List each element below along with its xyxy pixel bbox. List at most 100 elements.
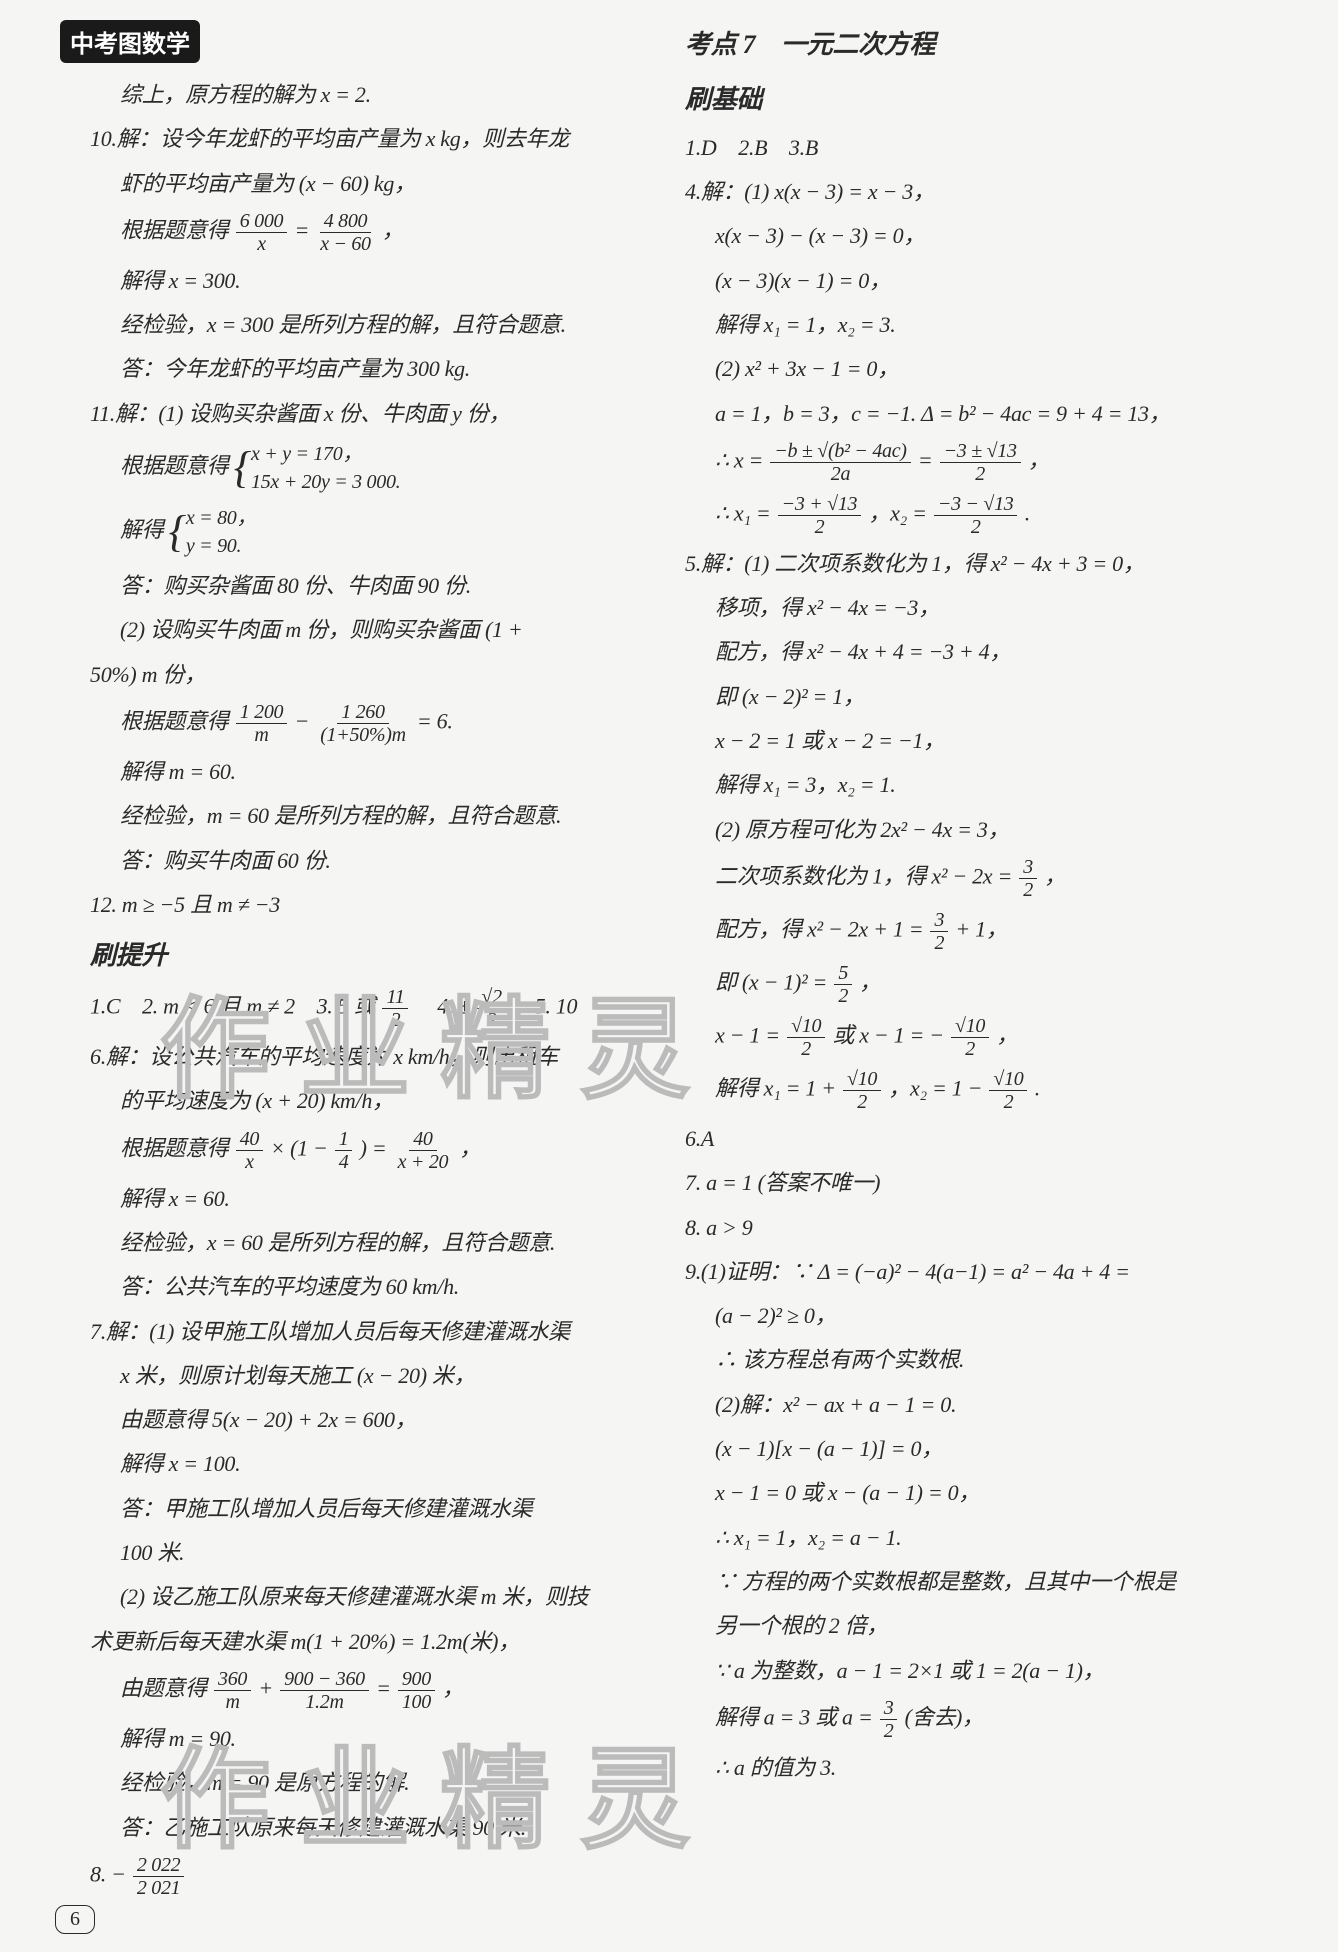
text-line: 即 (x − 1)² = 52 ， — [685, 962, 1290, 1007]
text: . — [1025, 500, 1030, 525]
text: 根据题意得 — [120, 709, 229, 734]
fraction: −3 + √132 — [778, 493, 862, 538]
fraction: 900 − 3601.2m — [280, 1668, 369, 1713]
text: 5. 10 — [513, 994, 577, 1019]
text-line: ∵ a 为整数，a − 1 = 2×1 或 1 = 2(a − 1)， — [685, 1653, 1290, 1689]
text: 即 (x − 1)² = — [715, 969, 832, 994]
text-line: 9.(1)证明：∵ Δ = (−a)² − 4(a−1) = a² − 4a +… — [685, 1254, 1290, 1290]
text: = 6. — [417, 709, 453, 734]
section-title: 考点 7 一元二次方程 — [685, 24, 1290, 67]
text-line: 解得 {x = 80，y = 90. — [60, 504, 665, 560]
fraction: 4 800x − 60 — [316, 210, 375, 255]
text-line: 4.解：(1) x(x − 3) = x − 3， — [685, 174, 1290, 210]
text-line: ∵ 方程的两个实数根都是整数，且其中一个根是 — [685, 1564, 1290, 1600]
text-line: 答：购买杂酱面 80 份、牛肉面 90 份. — [60, 568, 665, 604]
text-line: 答：今年龙虾的平均亩产量为 300 kg. — [60, 351, 665, 387]
fraction: 14 — [335, 1128, 353, 1173]
text: ∴ x₁ = — [715, 500, 776, 525]
text: 1.C 2. m < 6 且 m ≠ 2 3. 5 或 — [90, 994, 380, 1019]
text-line: ∴ 该方程总有两个实数根. — [685, 1342, 1290, 1378]
text-line: 1.C 2. m < 6 且 m ≠ 2 3. 5 或 112 4. ± √22… — [60, 986, 665, 1031]
fraction: √102 — [843, 1068, 881, 1113]
fraction: √102 — [787, 1015, 825, 1060]
text-line: ∴ x₁ = 1，x₂ = a − 1. — [685, 1520, 1290, 1556]
text: 4. ± — [416, 994, 476, 1019]
fraction: 32 — [880, 1697, 898, 1742]
text: = — [376, 1675, 396, 1700]
text-line: 经检验，m = 90 是原方程的解. — [60, 1765, 665, 1801]
text: ， — [1028, 447, 1050, 472]
text-line: 根据题意得 {x + y = 170，15x + 20y = 3 000. — [60, 440, 665, 496]
text: ， — [1044, 863, 1066, 888]
text: ， — [382, 217, 404, 242]
fraction: 32 — [1019, 856, 1037, 901]
text: × (1 − — [270, 1135, 332, 1160]
text-line: (2) 设乙施工队原来每天修建灌溉水渠 m 米，则技 — [60, 1579, 665, 1615]
text-line: 经检验，m = 60 是所列方程的解，且符合题意. — [60, 798, 665, 834]
text: (舍去)， — [905, 1704, 984, 1729]
text-line: 配方，得 x² − 2x + 1 = 32 + 1， — [685, 909, 1290, 954]
text-line: (2) x² + 3x − 1 = 0， — [685, 351, 1290, 387]
text-line: 解得 x₁ = 1 + √102 ，x₂ = 1 − √102 . — [685, 1068, 1290, 1113]
text: 解得 x₁ = 1 + — [715, 1075, 841, 1100]
text-line: 解得 x₁ = 1，x₂ = 3. — [685, 307, 1290, 343]
text: . — [1035, 1075, 1040, 1100]
text-line: 解得 x = 300. — [60, 263, 665, 299]
text-line: x 米，则原计划每天施工 (x − 20) 米， — [60, 1358, 665, 1394]
text: ， — [996, 1022, 1018, 1047]
text-line: 根据题意得 6 000x = 4 800x − 60 ， — [60, 210, 665, 255]
text-line: 100 米. — [60, 1535, 665, 1571]
text: = — [918, 447, 938, 472]
right-column: 考点 7 一元二次方程 刷基础 1.D 2.B 3.B 4.解：(1) x(x … — [685, 20, 1290, 1899]
text-line: x − 1 = √102 或 x − 1 = − √102 ， — [685, 1015, 1290, 1060]
text: + 1， — [955, 916, 1007, 941]
text: 根据题意得 — [120, 1135, 229, 1160]
text-line: 10.解：设今年龙虾的平均亩产量为 x kg，则去年龙 — [60, 121, 665, 157]
text: ，x₂ = — [868, 500, 931, 525]
equation-system: {x = 80，y = 90. — [169, 504, 257, 560]
fraction: √102 — [989, 1068, 1027, 1113]
text: ) = — [360, 1135, 392, 1160]
text: 根据题意得 — [120, 453, 229, 478]
text-line: 8. a > 9 — [685, 1210, 1290, 1246]
text-line: (a − 2)² ≥ 0， — [685, 1298, 1290, 1334]
text: ，x₂ = 1 − — [888, 1075, 987, 1100]
text-line: a = 1，b = 3，c = −1. Δ = b² − 4ac = 9 + 4… — [685, 396, 1290, 432]
section-title: 刷基础 — [685, 79, 1290, 122]
text-line: 即 (x − 2)² = 1， — [685, 679, 1290, 715]
text-line: 11.解：(1) 设购买杂酱面 x 份、牛肉面 y 份， — [60, 396, 665, 432]
text-line: 根据题意得 1 200m − 1 260(1+50%)m = 6. — [60, 701, 665, 746]
fraction: √22 — [477, 986, 505, 1031]
text-line: 12. m ≥ −5 且 m ≠ −3 — [60, 887, 665, 923]
text: 配方，得 x² − 2x + 1 = — [715, 916, 928, 941]
page-number: 6 — [55, 1905, 95, 1934]
text: + — [258, 1675, 278, 1700]
text-line: 5.解：(1) 二次项系数化为 1，得 x² − 4x + 3 = 0， — [685, 546, 1290, 582]
fraction: 360m — [214, 1668, 251, 1713]
text: ， — [442, 1675, 464, 1700]
fraction: 40x + 20 — [394, 1128, 453, 1173]
text-line: 7.解：(1) 设甲施工队增加人员后每天修建灌溉水渠 — [60, 1314, 665, 1350]
text: ， — [459, 1135, 481, 1160]
text-line: 1.D 2.B 3.B — [685, 130, 1290, 166]
fraction: 1 200m — [236, 701, 288, 746]
text-line: 二次项系数化为 1，得 x² − 2x = 32 ， — [685, 856, 1290, 901]
text-line: ∴ x₁ = −3 + √132 ，x₂ = −3 − √132 . — [685, 493, 1290, 538]
fraction: 900100 — [398, 1668, 435, 1713]
text-line: 经检验，x = 60 是所列方程的解，且符合题意. — [60, 1225, 665, 1261]
text-line: 解得 m = 60. — [60, 754, 665, 790]
fraction: 1 260(1+50%)m — [316, 701, 410, 746]
fraction: 40x — [236, 1128, 263, 1173]
text: = — [294, 217, 314, 242]
text: 解得 a = 3 或 a = — [715, 1704, 878, 1729]
text-line: 综上，原方程的解为 x = 2. — [60, 77, 665, 113]
text-line: 答：公共汽车的平均速度为 60 km/h. — [60, 1269, 665, 1305]
text-line: ∴ a 的值为 3. — [685, 1750, 1290, 1786]
text-line: 50%) m 份， — [60, 657, 665, 693]
text: 解得 — [120, 517, 163, 542]
text: 或 x − 1 = − — [832, 1022, 949, 1047]
text: 由题意得 — [120, 1675, 207, 1700]
text: x − 1 = — [715, 1022, 785, 1047]
text: ∴ x = — [715, 447, 768, 472]
text-line: 由题意得 5(x − 20) + 2x = 600， — [60, 1402, 665, 1438]
